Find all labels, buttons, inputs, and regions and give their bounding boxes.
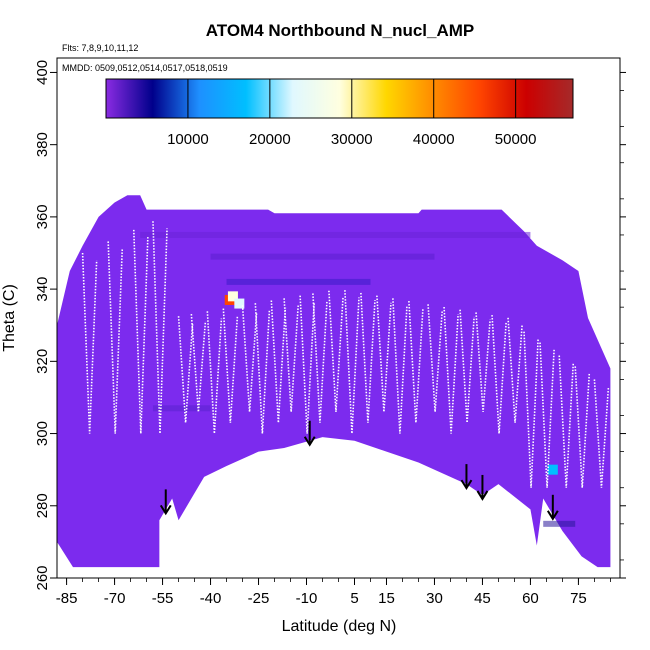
field-streak [152,405,211,412]
hotspot-cell [227,291,238,302]
y-tick-label: 260 [34,565,51,590]
arrow-head [159,504,172,516]
field-streak [210,253,435,260]
x-tick-label: -10 [296,590,318,607]
arrow-head [546,510,559,521]
x-axis-label: Latitude (deg N) [282,618,397,635]
y-axis-label: Theta (C) [1,284,18,352]
y-tick-label: 400 [34,60,51,85]
x-tick-label: -85 [56,590,78,607]
flight-traces [81,221,610,488]
x-tick-label: -40 [200,590,222,607]
arrow-head [476,490,489,501]
x-tick-label: 5 [350,590,358,607]
axes: -85 -70 -55 -40 -25 -10 5 15 30 45 60 75 260 280 300 32… [34,60,626,607]
y-tick-label: 380 [34,132,51,157]
colorbar-tick-label: 10000 [167,131,209,148]
y-tick-label: 320 [34,349,51,374]
x-tick-label: 60 [522,590,539,607]
flights-label: Flts: 7,8,9,10,11,12 [62,43,138,53]
field-streak [543,520,576,527]
colorbar [105,78,574,119]
hotspot-cell [234,298,245,309]
colorbar-tick-label: 50000 [495,131,537,148]
x-tick-label: -70 [104,590,126,607]
colorbar-tick-label: 20000 [249,131,291,148]
x-tick-label: 15 [378,590,395,607]
y-tick-label: 300 [34,421,51,446]
y-tick-label: 360 [34,204,51,229]
hotspot-cell [547,464,558,475]
field-streak [226,278,371,285]
arrow-head [303,436,316,447]
x-tick-label: -25 [248,590,270,607]
y-tick-label: 280 [34,493,51,518]
dates-label: MMDD: 0509,0512,0514,0517,0518,0519 [62,63,228,73]
flight-trace-path [81,221,610,488]
colorbar-tick-label: 30000 [331,131,373,148]
field-streak [140,231,531,238]
arrow-head [460,479,473,490]
chart-title: ATOM4 Northbound N_nucl_AMP [206,21,475,40]
x-tick-label: -55 [152,590,174,607]
x-tick-label: 30 [426,590,443,607]
colorbar-tick-label: 40000 [413,131,455,148]
y-tick-label: 340 [34,277,51,302]
arrow-markers [159,420,559,521]
x-tick-label: 75 [570,590,587,607]
colorbar-ticks: 10000 20000 30000 40000 50000 [167,79,537,148]
x-tick-label: 45 [474,590,491,607]
